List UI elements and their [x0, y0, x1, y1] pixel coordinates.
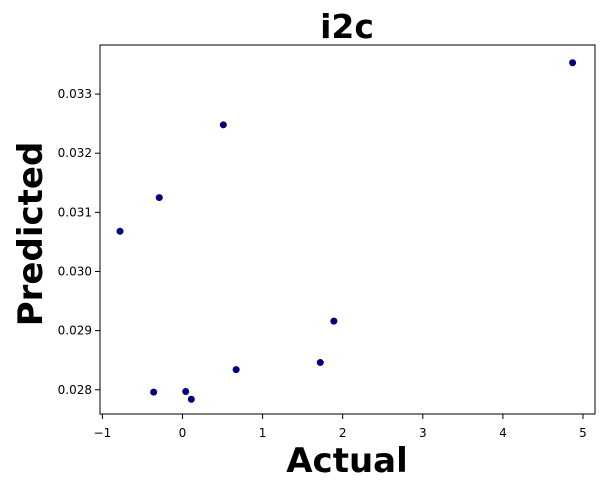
y-axis: 0.028 0.029 0.030 0.031 0.032 0.033: [58, 87, 100, 397]
data-point: [330, 317, 338, 325]
x-tick-label: 4: [499, 426, 507, 440]
y-tick-label: 0.030: [58, 264, 92, 278]
y-tick-label: 0.032: [58, 146, 92, 160]
y-tick-label: 0.029: [58, 324, 92, 338]
data-point: [219, 121, 227, 129]
x-tick-label: 5: [579, 426, 587, 440]
y-tick-label: 0.033: [58, 87, 92, 101]
data-point: [316, 359, 324, 367]
data-point: [232, 366, 240, 374]
x-axis-label: Actual: [286, 441, 408, 481]
y-tick-label: 0.031: [58, 205, 92, 219]
data-point: [116, 227, 124, 235]
x-tick-label: 3: [419, 426, 427, 440]
data-point: [150, 388, 158, 396]
x-tick-label: 0: [179, 426, 187, 440]
chart-title: i2c: [320, 7, 374, 46]
x-tick-label: 2: [339, 426, 347, 440]
x-tick-label: 1: [259, 426, 267, 440]
data-point: [155, 194, 163, 202]
data-points: [116, 59, 577, 403]
data-point: [187, 395, 195, 403]
data-point: [182, 388, 190, 396]
x-axis: −1 0 1 2 3 4 5: [94, 414, 587, 440]
x-tick-label: −1: [94, 426, 112, 440]
data-point: [569, 59, 577, 67]
y-axis-label: Predicted: [11, 142, 51, 327]
plot-frame: [99, 44, 596, 415]
y-tick-label: 0.028: [58, 383, 92, 397]
